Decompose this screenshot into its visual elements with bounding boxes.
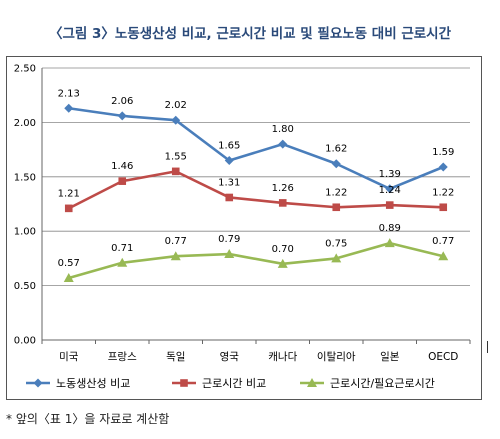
y-tick-label: 0.00 bbox=[14, 336, 36, 347]
data-point bbox=[117, 111, 127, 121]
data-point bbox=[64, 103, 74, 113]
data-label: 0.79 bbox=[218, 234, 240, 245]
data-label: 1.31 bbox=[218, 177, 240, 188]
data-point bbox=[385, 201, 394, 209]
data-label: 1.22 bbox=[325, 187, 347, 198]
x-tick-label: OECD bbox=[428, 351, 458, 363]
data-point bbox=[331, 159, 341, 169]
x-tick-label: 프랑스 bbox=[108, 351, 137, 363]
x-tick-label: 영국 bbox=[220, 351, 240, 363]
legend-label: 노동생산성 비교 bbox=[56, 377, 130, 390]
data-label: 0.77 bbox=[165, 236, 187, 247]
data-point bbox=[438, 251, 449, 261]
x-tick-label: 일본 bbox=[380, 350, 400, 363]
data-point bbox=[385, 184, 395, 194]
series-line-1 bbox=[68, 106, 444, 191]
data-label: 1.62 bbox=[325, 144, 347, 155]
legend-marker bbox=[33, 378, 43, 388]
data-label: 0.71 bbox=[111, 243, 133, 254]
series-line-3 bbox=[68, 241, 444, 280]
data-label: 1.21 bbox=[58, 188, 80, 199]
y-tick-label: 2.00 bbox=[14, 118, 36, 129]
data-label: 0.75 bbox=[325, 238, 347, 249]
data-point bbox=[171, 167, 180, 176]
data-label: 2.06 bbox=[111, 96, 133, 107]
y-tick-label: 0.50 bbox=[14, 281, 36, 292]
data-label: 0.77 bbox=[432, 236, 454, 247]
data-label: 0.70 bbox=[272, 244, 294, 255]
series-line-2 bbox=[68, 170, 444, 210]
data-point bbox=[384, 238, 395, 248]
legend-marker bbox=[180, 379, 188, 387]
data-label: 1.24 bbox=[379, 185, 401, 196]
data-label: 1.39 bbox=[379, 169, 401, 180]
data-label: 0.89 bbox=[379, 223, 401, 234]
data-point bbox=[438, 162, 448, 172]
data-label: 1.80 bbox=[272, 124, 294, 135]
data-label: 1.26 bbox=[272, 183, 294, 194]
data-label: 1.59 bbox=[432, 147, 454, 158]
data-point bbox=[63, 272, 74, 282]
data-point bbox=[224, 155, 234, 165]
data-point bbox=[170, 251, 181, 261]
y-tick-label: 1.00 bbox=[14, 227, 36, 238]
data-point bbox=[439, 203, 448, 212]
data-label: 2.02 bbox=[165, 100, 187, 111]
data-point bbox=[224, 249, 235, 259]
data-point bbox=[225, 193, 234, 202]
data-label: 1.22 bbox=[432, 187, 454, 198]
chart-title: 〈그림 3〉노동생산성 비교, 근로시간 비교 및 필요노동 대비 근로시간 bbox=[48, 26, 452, 42]
data-point bbox=[277, 258, 288, 268]
data-point bbox=[332, 203, 341, 212]
x-tick-label: 이탈리아 bbox=[317, 350, 356, 363]
x-tick-label: 캐나다 bbox=[268, 351, 297, 363]
y-tick-label: 2.50 bbox=[14, 64, 36, 75]
x-tick-label: 미국 bbox=[59, 351, 79, 363]
data-point bbox=[331, 253, 342, 263]
data-point bbox=[64, 204, 73, 213]
data-point bbox=[278, 199, 287, 207]
chart-frame bbox=[6, 56, 482, 400]
data-label: 1.65 bbox=[218, 140, 240, 151]
edge-mark bbox=[487, 341, 488, 353]
data-point bbox=[278, 139, 288, 149]
y-tick-label: 1.50 bbox=[14, 172, 36, 183]
data-label: 2.13 bbox=[58, 88, 80, 99]
x-tick-label: 독일 bbox=[166, 350, 185, 363]
data-point bbox=[117, 257, 128, 267]
legend-marker bbox=[307, 378, 317, 387]
data-label: 0.57 bbox=[58, 258, 80, 269]
legend-label: 근로시간/필요근로시간 bbox=[330, 377, 435, 390]
legend-label: 근로시간 비교 bbox=[202, 377, 266, 390]
data-point bbox=[171, 115, 181, 125]
footnote: * 앞의〈표 1〉을 자료로 계산함 bbox=[6, 412, 170, 426]
data-label: 1.46 bbox=[111, 161, 133, 172]
data-point bbox=[118, 177, 127, 185]
data-label: 1.55 bbox=[165, 151, 187, 162]
